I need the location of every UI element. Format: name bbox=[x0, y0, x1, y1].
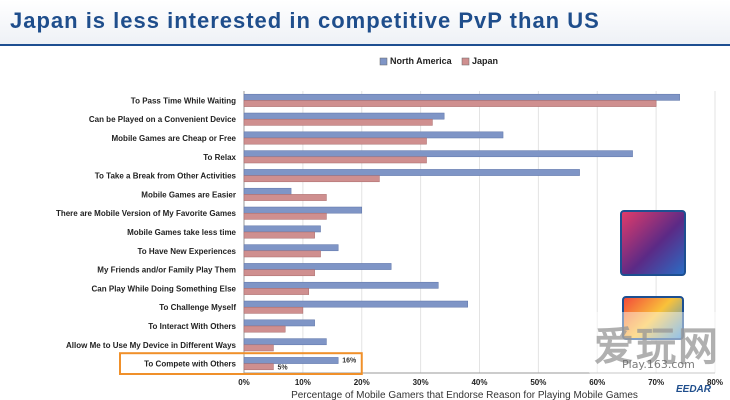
bar-north-america bbox=[243, 93, 680, 101]
bar-north-america bbox=[243, 263, 392, 270]
bar-north-america bbox=[243, 206, 362, 214]
x-tick-label: 20% bbox=[354, 378, 370, 387]
legend-label: Japan bbox=[472, 56, 498, 66]
category-label: To Interact With Others bbox=[148, 322, 236, 331]
game-artwork-monster bbox=[622, 296, 684, 340]
bar-north-america bbox=[243, 225, 321, 233]
bar-north-america bbox=[243, 357, 339, 364]
bar-north-america bbox=[243, 169, 580, 176]
bar-japan bbox=[243, 212, 327, 220]
x-tick-label: 40% bbox=[471, 378, 487, 387]
bar-japan bbox=[243, 156, 427, 164]
bar-japan bbox=[243, 250, 321, 258]
x-tick-label: 10% bbox=[295, 378, 311, 387]
category-label: There are Mobile Version of My Favorite … bbox=[56, 209, 237, 218]
x-tick-label: 70% bbox=[648, 378, 664, 387]
x-tick-label: 30% bbox=[413, 378, 429, 387]
bar-north-america bbox=[243, 281, 439, 289]
bar-japan bbox=[243, 363, 274, 371]
bar-japan bbox=[243, 194, 327, 201]
bar-japan bbox=[243, 344, 274, 352]
bar-japan bbox=[243, 306, 304, 314]
category-label: My Friends and/or Family Play Them bbox=[97, 266, 236, 275]
x-axis-title: Percentage of Mobile Gamers that Endorse… bbox=[291, 390, 638, 400]
watermark: 爱玩网 Play.163.com bbox=[588, 312, 722, 374]
bar-japan bbox=[243, 100, 657, 107]
category-label: Mobile Games take less time bbox=[127, 228, 236, 237]
bar-japan bbox=[243, 118, 433, 126]
x-tick-label: 50% bbox=[530, 378, 546, 387]
legend-swatch bbox=[379, 57, 388, 66]
x-tick-label: 60% bbox=[589, 378, 605, 387]
game-artwork-dragon bbox=[620, 210, 686, 276]
category-label: Can be Played on a Convenient Device bbox=[89, 115, 237, 124]
bar-japan bbox=[243, 175, 380, 183]
category-label: To Have New Experiences bbox=[137, 247, 236, 256]
legend-swatch bbox=[461, 57, 470, 66]
bar-japan bbox=[243, 269, 315, 277]
bar-north-america bbox=[243, 112, 445, 120]
highlight-box bbox=[119, 352, 363, 376]
category-label: Can Play While Doing Something Else bbox=[92, 284, 237, 293]
category-label: To Compete with Others bbox=[144, 360, 236, 369]
category-label: Mobile Games are Cheap or Free bbox=[112, 134, 237, 143]
bar-north-america bbox=[243, 338, 327, 346]
bar-north-america bbox=[243, 300, 468, 308]
category-label: To Pass Time While Waiting bbox=[131, 96, 236, 105]
data-label: 16% bbox=[342, 358, 357, 365]
x-tick-label: 80% bbox=[707, 378, 723, 387]
category-label: Mobile Games are Easier bbox=[141, 190, 236, 199]
bar-north-america bbox=[243, 150, 633, 158]
x-tick-label: 0% bbox=[238, 378, 250, 387]
bar-north-america bbox=[243, 319, 315, 327]
eedar-logo: EEDAR bbox=[676, 384, 712, 395]
bar-japan bbox=[243, 231, 315, 239]
category-label: To Relax bbox=[203, 153, 236, 162]
bar-japan bbox=[243, 288, 310, 295]
bar-north-america bbox=[243, 187, 292, 195]
title-bar: Japan is less interested in competitive … bbox=[0, 0, 730, 46]
bar-chart: 0% 10% 20% 30% 40% 50% 60% 70% 80% Percentage of … bbox=[56, 56, 723, 400]
chart-title: Japan is less interested in competitive … bbox=[10, 8, 600, 33]
bar-north-america bbox=[243, 131, 504, 139]
watermark-url: Play.163.com bbox=[622, 358, 695, 371]
category-label: Allow Me to Use My Device in Different W… bbox=[66, 341, 237, 350]
bar-north-america bbox=[243, 244, 339, 252]
bar-japan bbox=[243, 325, 286, 333]
category-label: To Take a Break from Other Activities bbox=[95, 172, 237, 181]
bar-japan bbox=[243, 137, 427, 145]
watermark-logo: 爱玩网 bbox=[594, 324, 720, 370]
data-label: 5% bbox=[277, 365, 288, 372]
legend-label: North America bbox=[390, 56, 453, 66]
category-label: To Challenge Myself bbox=[159, 303, 236, 312]
